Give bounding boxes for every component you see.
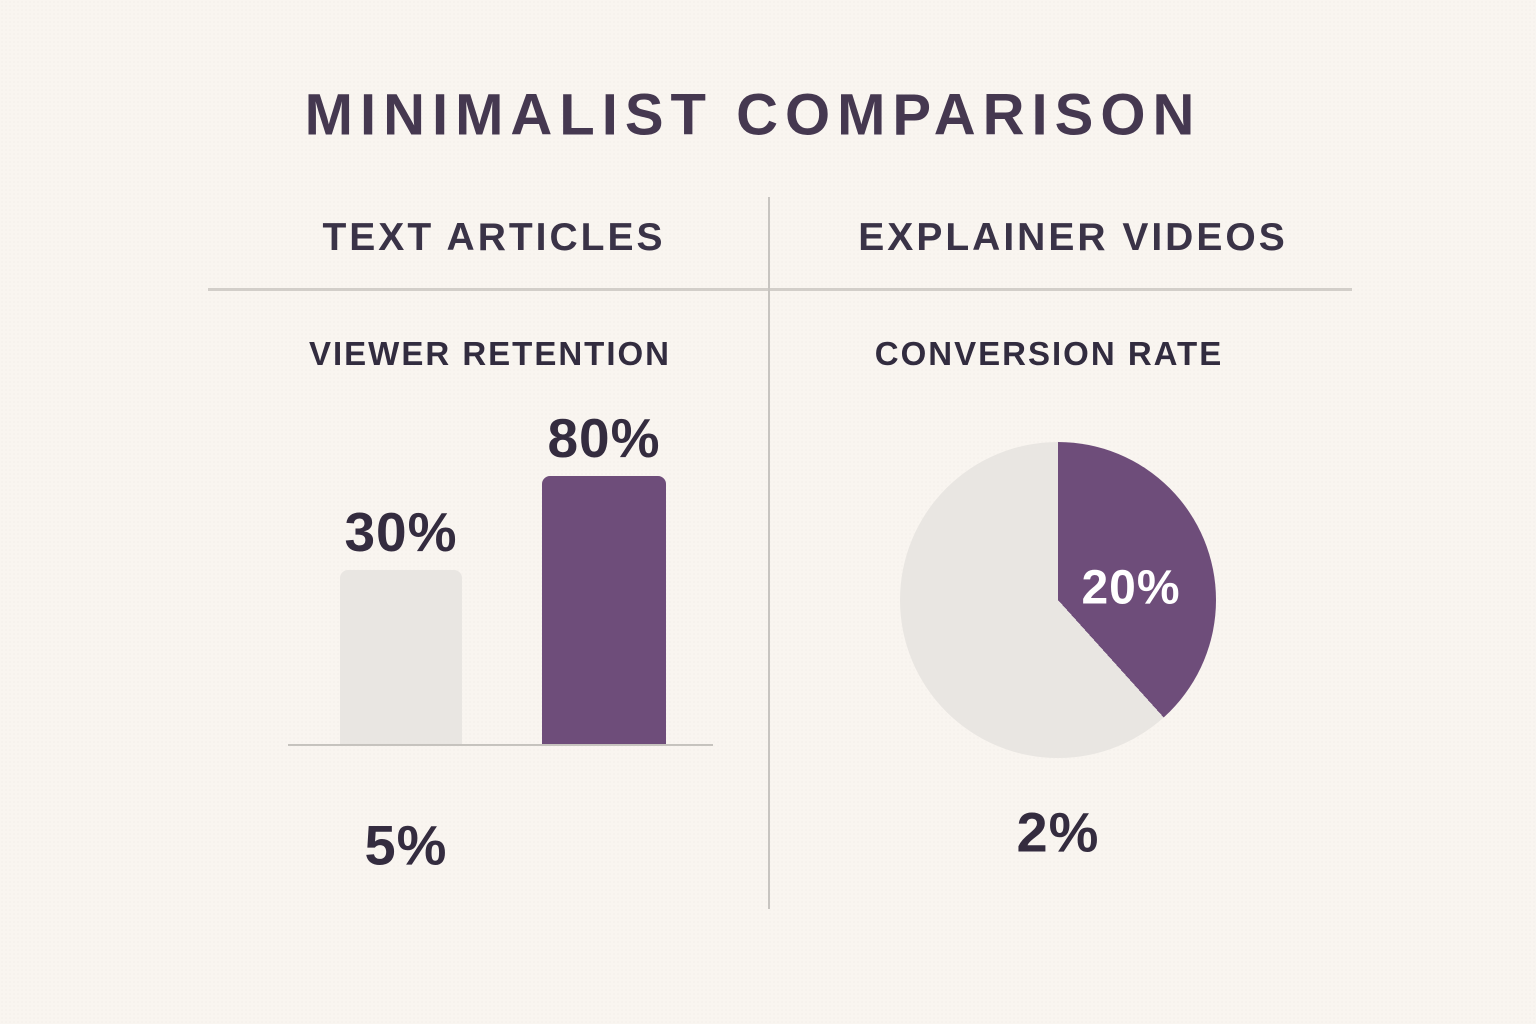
page-title: MINIMALIST COMPARISON [304,82,1202,148]
column-header-text-articles: TEXT ARTICLES [322,216,666,259]
column-header-explainer-videos: EXPLAINER VIDEOS [858,216,1288,259]
footer-value-right: 2% [1016,800,1100,864]
metric-label-conversion-rate: CONVERSION RATE [874,335,1224,372]
metric-label-viewer-retention: VIEWER RETENTION [308,335,672,372]
bar-value-label-80: 80% [547,407,661,469]
bar-value-label-30: 30% [344,501,458,563]
column-divider-line [768,197,770,909]
conversion-rate-pie-chart: 20% [900,442,1216,758]
bar-purple-80 [542,476,666,744]
header-divider-line [208,288,1352,291]
viewer-retention-bar-chart: 30% 80% [288,400,713,746]
pie-slice-label-20: 20% [1081,561,1181,615]
footer-value-left: 5% [364,813,448,877]
bar-gray-30 [340,570,462,744]
bar-chart-baseline [288,744,713,746]
